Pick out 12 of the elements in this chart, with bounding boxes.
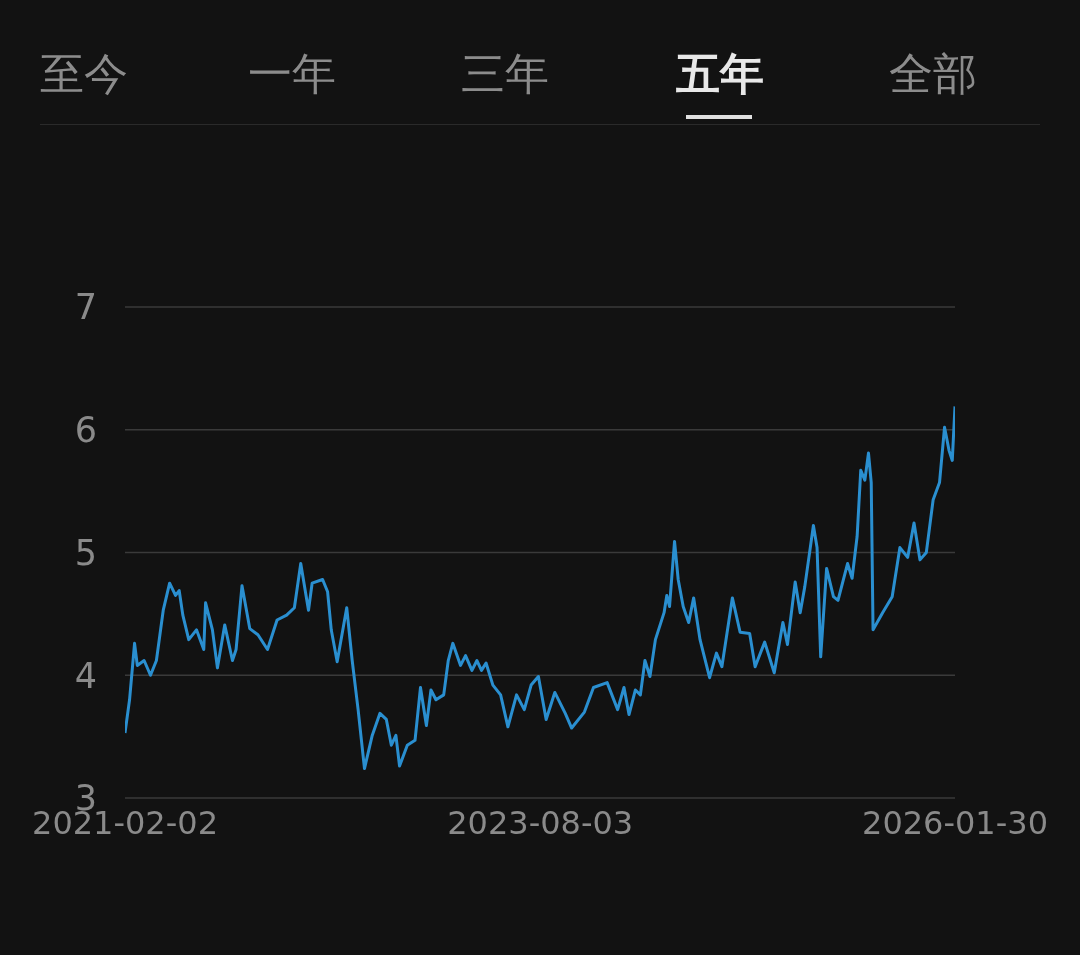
y-tick-label: 5 [74, 532, 97, 573]
text: 至今 [39, 47, 129, 101]
text: 全部 [888, 47, 978, 101]
y-tick-label: 4 [74, 655, 97, 696]
x-tick-label: 2026-01-30 [862, 804, 1048, 842]
y-tick-label: 7 [74, 287, 97, 328]
line-series [125, 404, 955, 771]
text: 五年 [675, 47, 765, 101]
text: 三年 [460, 47, 550, 101]
text: 一年 [247, 47, 337, 101]
x-tick-label: 2023-08-03 [447, 804, 634, 842]
y-tick-label: 6 [74, 410, 97, 451]
